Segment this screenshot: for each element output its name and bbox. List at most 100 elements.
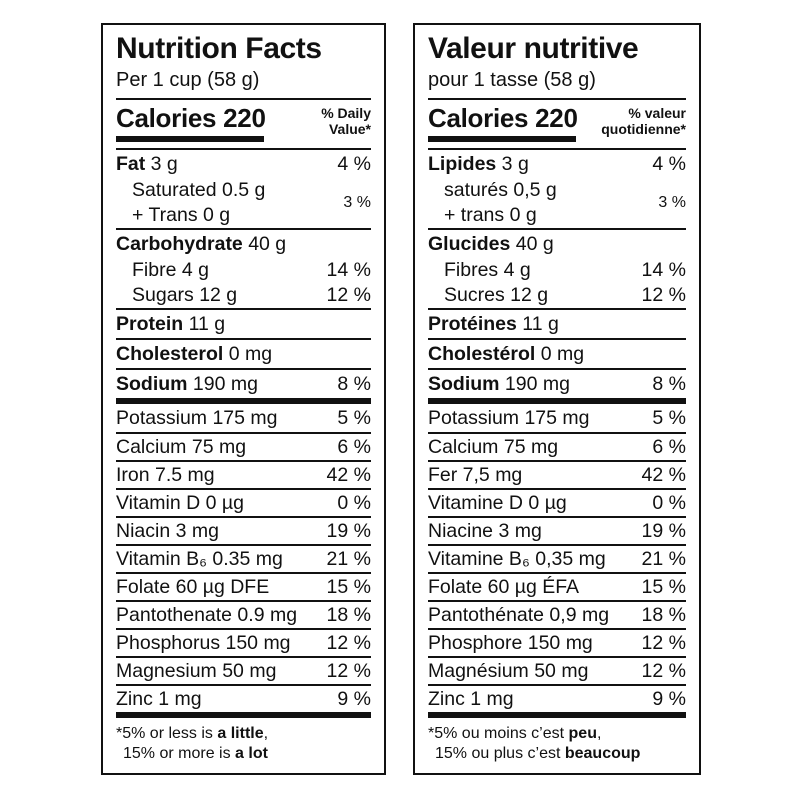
daily-value-header: % valeur quotidienne* <box>601 104 686 137</box>
nutrient-label: Niacin 3 mg <box>116 519 219 542</box>
calories-row-en: Calories 220 % Daily Value* <box>116 100 371 144</box>
nutrient-label: Cholesterol 0 mg <box>116 342 273 365</box>
nutrient-percent: 18 % <box>641 603 686 626</box>
nutrient-row-carbohydrate: Carbohydrate 40 g <box>116 230 371 258</box>
nutrient-row: Folate 60 µg DFE 15 % <box>116 572 371 600</box>
divider <box>116 148 371 150</box>
nutrient-row: Magnésium 50 mg 12 % <box>428 656 686 684</box>
nutrient-percent: 15 % <box>326 575 371 598</box>
nutrient-label: Zinc 1 mg <box>116 687 202 710</box>
calories-block: Calories 220 <box>116 104 266 142</box>
nutrient-row-fat: Fat 3 g 4 % <box>116 150 371 178</box>
nutrient-row-fibres: Fibres 4 g 14 % <box>428 258 686 283</box>
divider <box>428 308 686 310</box>
nutrient-row-cholesterol: Cholestérol 0 mg <box>428 340 686 368</box>
daily-value-header-line2: Value* <box>328 121 371 137</box>
nutrition-facts-panel-en: Nutrition Facts Per 1 cup (58 g) Calorie… <box>101 23 386 775</box>
nutrient-percent: 8 % <box>652 372 686 395</box>
nutrient-row: Potassium 175 mg 5 % <box>428 404 686 432</box>
nutrient-percent: 6 % <box>652 435 686 458</box>
footnote-fr: *5% ou moins c’est peu, 15% ou plus c’es… <box>428 724 686 764</box>
nutrient-percent: 21 % <box>641 547 686 570</box>
thick-divider-bar <box>116 398 371 404</box>
daily-value-header-line2: quotidienne* <box>601 121 686 137</box>
nutrient-row: Niacin 3 mg 19 % <box>116 516 371 544</box>
satures-trans-lines: saturés 0,5 g + trans 0 g <box>428 178 557 228</box>
nutrient-label: Vitamin B₆ 0.35 mg <box>116 547 283 570</box>
nutrient-label: Fibres 4 g <box>444 259 531 281</box>
divider <box>116 228 371 230</box>
nutrient-label: Pantothenate 0.9 mg <box>116 603 298 626</box>
nutrient-label: Potassium 175 mg <box>116 406 278 429</box>
nutrient-percent: 12 % <box>326 631 371 654</box>
nutrient-label: Calcium 75 mg <box>116 435 247 458</box>
nutrient-label: Calcium 75 mg <box>428 435 559 458</box>
nutrient-label: Protéines 11 g <box>428 312 559 335</box>
panel-title-en: Nutrition Facts <box>116 32 322 65</box>
nutrient-row: Pantothenate 0.9 mg 18 % <box>116 600 371 628</box>
nutrient-percent: 6 % <box>337 435 371 458</box>
nutrient-label: Vitamine B₆ 0,35 mg <box>428 547 606 570</box>
panel-title-fr: Valeur nutritive <box>428 32 639 65</box>
nutrient-row: Fer 7,5 mg 42 % <box>428 460 686 488</box>
calories-value: Calories 220 <box>428 103 578 133</box>
nutrient-row: Phosphorus 150 mg 12 % <box>116 628 371 656</box>
nutrient-percent: 4 % <box>337 152 371 175</box>
nutrient-row: Phosphore 150 mg 12 % <box>428 628 686 656</box>
serving-size-fr: pour 1 tasse (58 g) <box>428 69 596 91</box>
divider <box>116 368 371 370</box>
nutrient-row-sucres: Sucres 12 g 12 % <box>428 283 686 308</box>
nutrient-percent: 14 % <box>641 259 686 281</box>
nutrient-percent: 12 % <box>641 659 686 682</box>
nutrient-label: Phosphorus 150 mg <box>116 631 291 654</box>
nutrient-row-sodium: Sodium 190 mg 8 % <box>428 370 686 398</box>
nutrient-row: Vitamine B₆ 0,35 mg 21 % <box>428 544 686 572</box>
daily-value-header-line1: % Daily <box>321 105 371 121</box>
nutrient-row: Folate 60 µg ÉFA 15 % <box>428 572 686 600</box>
nutrient-percent: 42 % <box>326 463 371 486</box>
nutrient-label: Pantothénate 0,9 mg <box>428 603 610 626</box>
nutrient-percent: 21 % <box>326 547 371 570</box>
nutrient-label-saturated: Saturated 0.5 g <box>132 179 266 201</box>
thick-divider-bar <box>428 398 686 404</box>
nutrient-label: Fer 7,5 mg <box>428 463 523 486</box>
nutrient-label: Potassium 175 mg <box>428 406 590 429</box>
nutrient-label: Cholestérol 0 mg <box>428 342 585 365</box>
nutrient-percent: 0 % <box>652 491 686 514</box>
nutrient-percent: 0 % <box>337 491 371 514</box>
nutrient-label: Fibre 4 g <box>132 259 209 281</box>
nutrient-group-satures-trans: saturés 0,5 g + trans 0 g 3 % <box>428 178 686 228</box>
nutrient-row: Calcium 75 mg 6 % <box>428 432 686 460</box>
nutrient-label: Glucides 40 g <box>428 232 554 255</box>
nutrient-percent: 18 % <box>326 603 371 626</box>
micronutrients-list-en: Potassium 175 mg 5 % Calcium 75 mg 6 % Iron … <box>116 404 371 712</box>
nutrient-percent: 14 % <box>326 259 371 281</box>
divider <box>428 228 686 230</box>
daily-value-header: % Daily Value* <box>321 104 371 137</box>
nutrient-label-trans: + Trans 0 g <box>132 204 231 226</box>
nutrient-percent: 8 % <box>337 372 371 395</box>
nutrient-label: Folate 60 µg DFE <box>116 575 270 598</box>
nutrient-label: Niacine 3 mg <box>428 519 542 542</box>
nutrient-label: Fat 3 g <box>116 152 178 175</box>
nutrient-label-satures: saturés 0,5 g <box>444 179 557 201</box>
nutrient-row-fibre: Fibre 4 g 14 % <box>116 258 371 283</box>
nutrient-row: Niacine 3 mg 19 % <box>428 516 686 544</box>
calories-row-fr: Calories 220 % valeur quotidienne* <box>428 100 686 144</box>
calories-block: Calories 220 <box>428 104 578 142</box>
nutrient-row-glucides: Glucides 40 g <box>428 230 686 258</box>
footnote-en: *5% or less is a little, 15% or more is … <box>116 724 371 764</box>
divider <box>428 368 686 370</box>
nutrient-percent: 15 % <box>641 575 686 598</box>
nutrient-label: Sucres 12 g <box>444 284 549 306</box>
nutrient-row: Zinc 1 mg 9 % <box>116 684 371 712</box>
footnote-line1: *5% or less is a little, <box>116 725 269 742</box>
footnote-line2: 15% ou plus c’est beaucoup <box>435 745 641 762</box>
calories-value: Calories 220 <box>116 103 266 133</box>
nutrient-percent: 12 % <box>326 284 371 306</box>
nutrient-percent: 12 % <box>641 284 686 306</box>
nutrient-percent: 5 % <box>652 406 686 429</box>
nutrient-label: Phosphore 150 mg <box>428 631 593 654</box>
nutrient-row: Pantothénate 0,9 mg 18 % <box>428 600 686 628</box>
